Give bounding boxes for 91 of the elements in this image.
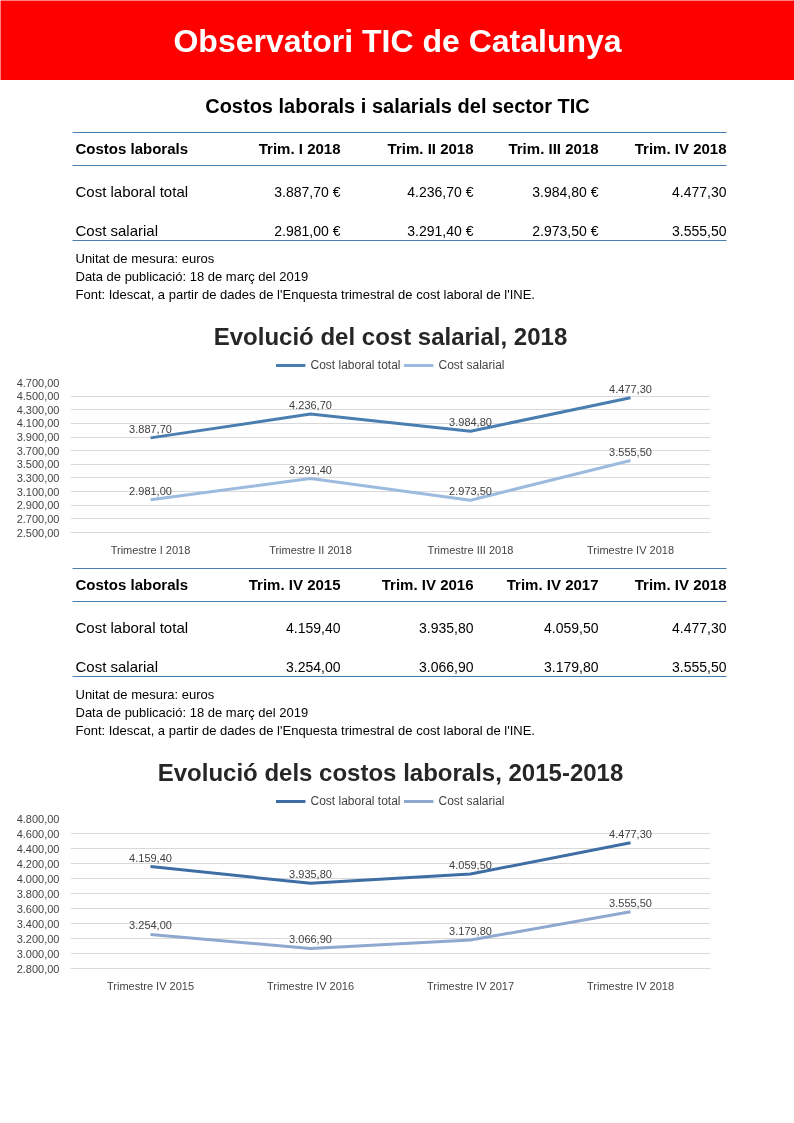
x-tick-label: Trimestre I 2018: [110, 543, 191, 556]
y-tick-label: 4.800,00: [16, 812, 60, 825]
y-tick-label: 4.100,00: [16, 417, 60, 430]
text: 4.236,70 €: [407, 183, 474, 200]
legend-label: Cost salarial: [438, 358, 505, 372]
x-tick-label: Trimestre IV 2016: [266, 979, 355, 992]
text: Costos laborals i salarials del sector TIC: [205, 94, 590, 117]
x-tick-label: Trimestre IV 2018: [586, 543, 675, 556]
data-label: 3.555,50: [609, 445, 652, 458]
category-label: Cost laboral total: [75, 183, 189, 200]
text: 2.973,50 €: [532, 222, 599, 239]
text: Data de publicació: 18 de març del 2019: [75, 705, 309, 720]
y-tick-label: 3.400,00: [16, 917, 60, 930]
text: 3.555,50: [672, 222, 727, 239]
legend-label: Cost laboral total: [310, 794, 401, 808]
text: 3.291,40 €: [407, 222, 474, 239]
x-tick-label: Trimestre II 2018: [269, 543, 352, 556]
text: Unitat de mesura: euros: [75, 687, 215, 702]
text: 3.555,50: [672, 658, 727, 675]
data-label: 3.179,80: [449, 925, 492, 938]
y-tick-label: 3.800,00: [16, 887, 60, 900]
text: 3.984,80 €: [532, 183, 599, 200]
y-tick-label: 4.300,00: [16, 403, 60, 416]
text: 3.887,70 €: [274, 183, 341, 200]
y-tick-label: 4.400,00: [16, 842, 60, 855]
category-label: Trim. IV 2015: [248, 576, 341, 593]
chart-title: Evolució del cost salarial, 2018: [213, 323, 568, 350]
legend-label: Cost salarial: [438, 794, 505, 808]
y-tick-label: 3.600,00: [16, 902, 60, 915]
category-label: Trim. IV 2018: [634, 576, 727, 593]
text: 3.066,90: [419, 658, 474, 675]
data-label: 3.254,00: [129, 919, 172, 932]
data-label: 3.066,90: [289, 933, 332, 946]
y-tick-label: 3.200,00: [16, 932, 60, 945]
text: 4.159,40: [286, 619, 341, 636]
text: 3.935,80: [419, 619, 474, 636]
text: Observatori TIC de Catalunya: [173, 22, 622, 59]
y-tick-label: 2.900,00: [16, 499, 60, 512]
y-tick-label: 3.000,00: [16, 947, 60, 960]
y-tick-label: 4.500,00: [16, 390, 60, 403]
y-tick-label: 4.600,00: [16, 827, 60, 840]
data-label: 3.935,80: [289, 868, 332, 881]
y-tick-label: 2.800,00: [16, 962, 60, 975]
data-label: 4.477,30: [609, 827, 652, 840]
category-label: Trim. II 2018: [387, 140, 474, 157]
y-tick-label: 3.500,00: [16, 458, 60, 471]
y-tick-label: 4.700,00: [16, 376, 60, 389]
y-tick-label: 3.300,00: [16, 471, 60, 484]
data-label: 3.555,50: [609, 896, 652, 909]
text: Costos laborals: [75, 576, 189, 593]
y-tick-label: 4.000,00: [16, 872, 60, 885]
text: 3.179,80: [544, 658, 599, 675]
text: 4.477,30: [672, 183, 727, 200]
x-tick-label: Trimestre IV 2017: [426, 979, 515, 992]
y-tick-label: 3.700,00: [16, 444, 60, 457]
y-tick-label: 3.900,00: [16, 431, 60, 444]
category-label: Trim. IV 2017: [506, 576, 599, 593]
category-label: Trim. IV 2016: [381, 576, 474, 593]
text: 4.477,30: [672, 619, 727, 636]
category-label: Cost salarial: [75, 222, 159, 239]
y-tick-label: 2.700,00: [16, 512, 60, 525]
data-label: 4.159,40: [129, 851, 172, 864]
x-tick-label: Trimestre III 2018: [427, 543, 514, 556]
data-label: 3.291,40: [289, 463, 332, 476]
x-tick-label: Trimestre IV 2018: [586, 979, 675, 992]
y-tick-label: 2.500,00: [16, 526, 60, 539]
category-label: Cost laboral total: [75, 619, 189, 636]
category-label: Trim. I 2018: [258, 140, 341, 157]
data-label: 2.973,50: [449, 485, 492, 498]
chart-title: Evolució dels costos laborals, 2015-2018: [157, 759, 624, 786]
data-label: 4.059,50: [449, 859, 492, 872]
legend-label: Cost laboral total: [310, 358, 401, 372]
text: 3.254,00: [286, 658, 341, 675]
category-label: Trim. III 2018: [508, 140, 599, 157]
text: Font: Idescat, a partir de dades de l'Enquesta trimestral de cost laboral de l'INE.: [75, 287, 535, 302]
y-tick-label: 4.200,00: [16, 857, 60, 870]
text: 2.981,00 €: [274, 222, 341, 239]
text: 4.059,50: [544, 619, 599, 636]
text: Data de publicació: 18 de març del 2019: [75, 269, 309, 284]
x-tick-label: Trimestre IV 2015: [106, 979, 195, 992]
data-label: 4.477,30: [609, 382, 652, 395]
text: Unitat de mesura: euros: [75, 251, 215, 266]
category-label: Trim. IV 2018: [634, 140, 727, 157]
data-label: 2.981,00: [129, 484, 172, 497]
text: Costos laborals: [75, 140, 189, 157]
text: Font: Idescat, a partir de dades de l'Enquesta trimestral de cost laboral de l'INE.: [75, 723, 535, 738]
data-label: 3.887,70: [129, 422, 172, 435]
category-label: Cost salarial: [75, 658, 159, 675]
data-label: 3.984,80: [449, 416, 492, 429]
data-label: 4.236,70: [289, 399, 332, 412]
y-tick-label: 3.100,00: [16, 485, 60, 498]
